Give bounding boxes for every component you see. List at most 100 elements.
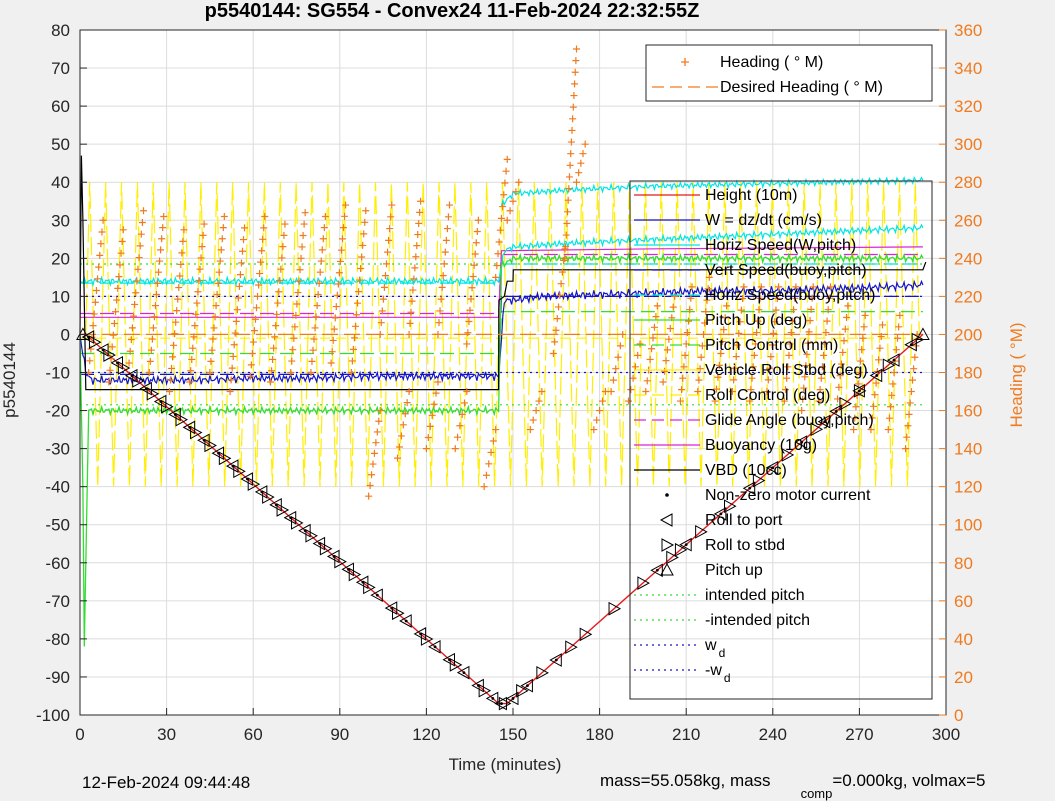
heading-point xyxy=(816,386,824,394)
heading-point xyxy=(408,297,416,305)
heading-point xyxy=(619,330,627,338)
heading-point xyxy=(714,373,722,381)
heading-point xyxy=(807,305,815,313)
heading-point xyxy=(320,224,328,232)
heading-point xyxy=(875,356,883,364)
heading-point xyxy=(557,280,565,288)
heading-point xyxy=(442,236,450,244)
y2-tick-label: 100 xyxy=(954,516,982,535)
heading-point xyxy=(485,460,493,468)
heading-point xyxy=(171,330,179,338)
roll-to-port-marker xyxy=(399,614,412,628)
heading-point xyxy=(365,492,373,500)
heading-point xyxy=(369,460,377,468)
heading-point xyxy=(669,303,677,311)
heading-point xyxy=(191,322,199,330)
heading-point xyxy=(116,261,124,269)
heading-point xyxy=(217,246,225,254)
motor-current-dot xyxy=(719,512,723,516)
heading-point xyxy=(174,295,182,303)
heading-point xyxy=(569,115,577,123)
heading-point xyxy=(216,257,224,265)
y2-tick-label: 280 xyxy=(954,173,982,192)
roll-to-port-marker xyxy=(456,665,470,680)
y2-tick-label: 360 xyxy=(954,21,982,40)
x-tick-label: 300 xyxy=(932,725,960,744)
motor-current-dot xyxy=(771,466,775,470)
heading-point xyxy=(288,357,296,365)
heading-point xyxy=(895,323,903,331)
legend-main-label: Non-zero motor current xyxy=(705,487,871,504)
heading-point xyxy=(377,319,385,327)
y-tick-label: 50 xyxy=(51,135,70,154)
legend-main-label: Vehicle Roll Stbd (deg) xyxy=(705,362,868,379)
roll-to-stbd-marker xyxy=(752,473,766,488)
heading-point xyxy=(573,45,581,53)
footer-mass-tail: =0.000kg, volmax=5 xyxy=(832,771,986,790)
heading-point xyxy=(246,372,254,380)
heading-point xyxy=(821,340,829,348)
heading-point xyxy=(822,329,830,337)
heading-point xyxy=(97,240,105,248)
footer-mass-info: mass=55.058kg, mass comp=0.000kg, volmax=… xyxy=(600,771,986,801)
heading-point xyxy=(332,303,340,311)
y-axis-label: p5540144 xyxy=(0,342,19,418)
heading-point xyxy=(280,231,288,239)
heading-point xyxy=(552,326,560,334)
heading-point xyxy=(212,302,220,310)
heading-point xyxy=(330,325,338,333)
heading-point xyxy=(823,317,831,325)
y2-tick-label: 140 xyxy=(954,440,982,459)
legend-main-label: Height (10m) xyxy=(705,187,797,204)
heading-point xyxy=(176,272,184,280)
legend-dot xyxy=(665,493,669,497)
roll-to-port-marker xyxy=(110,355,124,370)
heading-point xyxy=(383,260,391,268)
heading-point xyxy=(440,260,448,268)
roll-to-port-marker xyxy=(471,678,484,693)
heading-point xyxy=(839,348,847,356)
heading-point xyxy=(852,403,860,411)
roll-to-stbd-marker xyxy=(674,542,688,557)
heading-point xyxy=(634,351,642,359)
heading-point xyxy=(414,231,422,239)
legend-subscript: d xyxy=(724,671,731,685)
heading-point xyxy=(732,353,740,361)
y2-tick-label: 340 xyxy=(954,59,982,78)
heading-point xyxy=(277,265,285,273)
heading-point xyxy=(480,483,488,491)
motor-current-dot xyxy=(404,619,408,623)
legend-main-label: intended pitch xyxy=(705,587,805,604)
roll-to-stbd-marker xyxy=(348,567,362,582)
heading-point xyxy=(860,323,868,331)
heading-point xyxy=(98,228,106,236)
heading-point xyxy=(108,343,116,351)
heading-point xyxy=(571,68,579,76)
heading-point xyxy=(292,311,300,319)
heading-point xyxy=(734,341,742,349)
heading-point xyxy=(809,283,817,291)
y-tick-label: -50 xyxy=(45,516,70,535)
heading-point xyxy=(437,295,445,303)
heading-point xyxy=(353,311,361,319)
heading-point xyxy=(415,219,423,227)
legend-heading: Heading ( ° M) Desired Heading ( ° M) xyxy=(645,44,933,102)
heading-point xyxy=(189,344,197,352)
heading-point xyxy=(258,247,266,255)
heading-point xyxy=(818,363,826,371)
heading-point xyxy=(532,407,540,415)
roll-to-stbd-marker xyxy=(276,503,290,517)
series-vehicle-roll xyxy=(85,182,920,487)
heading-point xyxy=(231,329,239,337)
roll-to-port-marker xyxy=(81,330,95,344)
heading-point xyxy=(456,422,464,430)
heading-point xyxy=(214,279,222,287)
roll-to-port-marker xyxy=(240,472,253,486)
roll-to-port-marker xyxy=(254,485,268,499)
heading-point xyxy=(140,207,148,215)
heading-point xyxy=(271,333,279,341)
roll-to-stbd-marker xyxy=(724,499,737,514)
heading-point xyxy=(746,397,754,405)
heading-point xyxy=(464,329,472,337)
heading-point xyxy=(105,378,113,386)
